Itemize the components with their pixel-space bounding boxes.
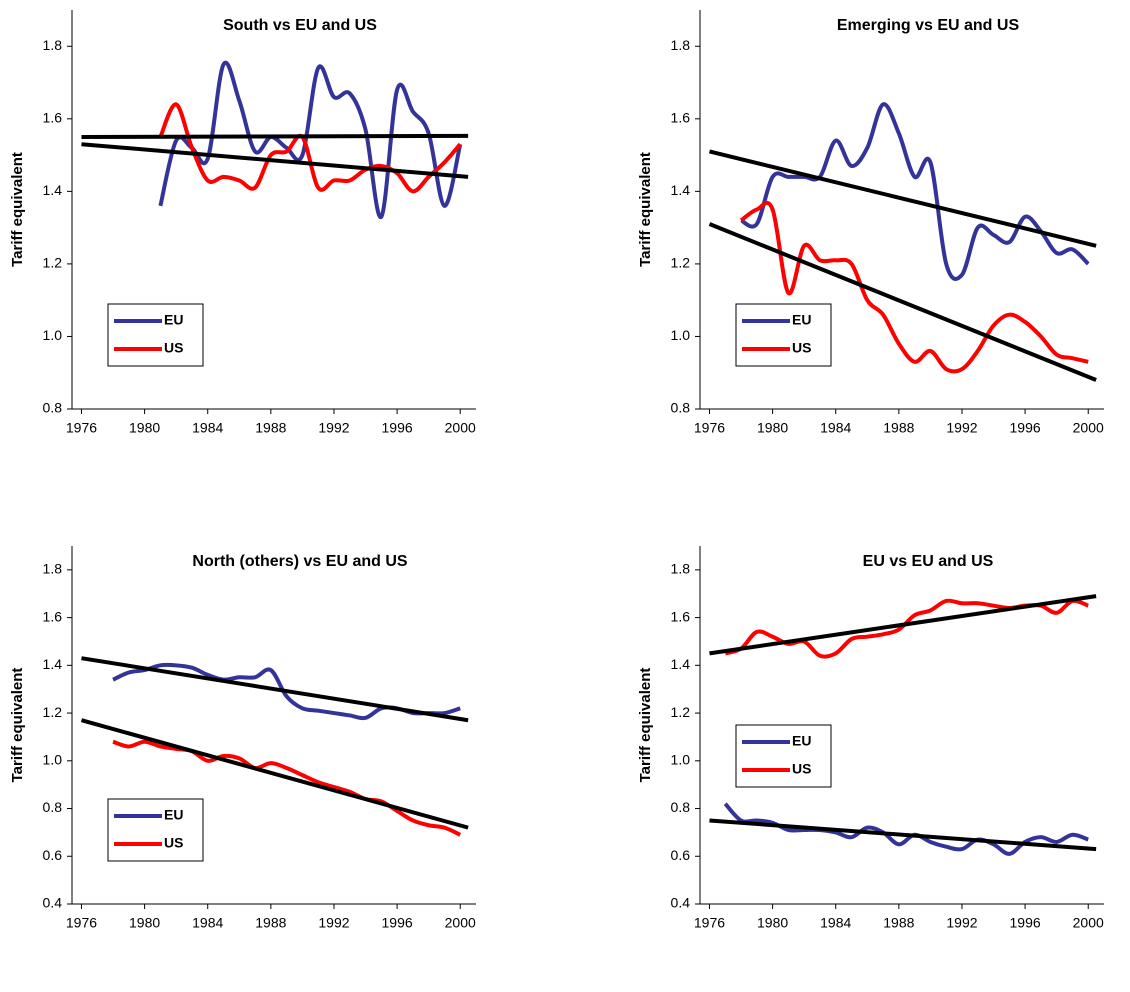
legend-box bbox=[735, 303, 832, 367]
y-tick-label: 1.0 bbox=[43, 752, 63, 768]
data-line bbox=[739, 200, 1089, 374]
y-tick-label: 1.0 bbox=[671, 327, 691, 343]
y-tick-label: 0.8 bbox=[671, 799, 691, 815]
chart-title: Emerging vs EU and US bbox=[837, 17, 1020, 34]
legend: EU US bbox=[107, 303, 204, 367]
x-tick-label: 1988 bbox=[255, 915, 286, 931]
legend-label: US bbox=[164, 340, 183, 356]
x-tick-label: 1976 bbox=[66, 915, 97, 931]
y-tick-label: 0.8 bbox=[43, 799, 63, 815]
y-tick-label: 1.0 bbox=[43, 327, 63, 343]
data-line bbox=[112, 739, 462, 837]
legend-label: US bbox=[164, 835, 183, 851]
y-tick-label: 1.4 bbox=[671, 656, 691, 672]
y-tick-label: 1.6 bbox=[43, 608, 63, 624]
x-tick-label: 1980 bbox=[129, 420, 160, 436]
x-tick-label: 1996 bbox=[1010, 420, 1041, 436]
trend-line bbox=[708, 149, 1097, 248]
y-axis-label: Tariff equivalent bbox=[9, 668, 26, 783]
y-tick-label: 0.6 bbox=[671, 847, 691, 863]
x-tick-label: 1992 bbox=[946, 420, 977, 436]
chart-panel: 0.4 0.6 0.8 1.0 1.2 1.4 1.6 1.8 1976 1980 1984 1988… bbox=[9, 546, 476, 931]
legend-label: US bbox=[792, 761, 811, 777]
chart-title: EU vs EU and US bbox=[863, 553, 994, 570]
chart-panel: 0.4 0.6 0.8 1.0 1.2 1.4 1.6 1.8 1976 1980 1984 1988… bbox=[637, 546, 1104, 931]
trend-line bbox=[80, 718, 469, 830]
y-axis-label: Tariff equivalent bbox=[637, 668, 654, 783]
x-tick-label: 2000 bbox=[1073, 915, 1104, 931]
y-tick-label: 0.8 bbox=[671, 400, 691, 416]
legend-box bbox=[107, 303, 204, 367]
y-tick-label: 1.2 bbox=[43, 255, 63, 271]
y-axis-label: Tariff equivalent bbox=[9, 152, 26, 267]
y-tick-label: 1.8 bbox=[671, 561, 691, 577]
x-tick-label: 1992 bbox=[946, 915, 977, 931]
y-axis-label: Tariff equivalent bbox=[637, 152, 654, 267]
data-line bbox=[158, 60, 463, 219]
x-tick-label: 1980 bbox=[757, 915, 788, 931]
y-tick-label: 0.4 bbox=[43, 895, 63, 911]
x-tick-label: 1980 bbox=[757, 420, 788, 436]
x-tick-label: 2000 bbox=[1073, 420, 1104, 436]
y-tick-label: 1.8 bbox=[671, 37, 691, 53]
trend-line bbox=[81, 656, 469, 723]
data-line bbox=[724, 598, 1089, 659]
chart-title: North (others) vs EU and US bbox=[192, 553, 407, 570]
trend-line bbox=[81, 133, 469, 139]
y-tick-label: 0.6 bbox=[43, 847, 63, 863]
y-tick-label: 1.8 bbox=[43, 37, 63, 53]
x-tick-label: 1984 bbox=[192, 420, 223, 436]
y-tick-label: 1.2 bbox=[43, 704, 63, 720]
x-tick-label: 1996 bbox=[382, 915, 413, 931]
chart-panel: 0.8 1.0 1.2 1.4 1.6 1.8 1976 1980 1984 1988 1992 19… bbox=[9, 10, 476, 436]
x-tick-label: 1976 bbox=[66, 420, 97, 436]
x-tick-label: 1984 bbox=[820, 915, 851, 931]
x-tick-label: 1984 bbox=[820, 420, 851, 436]
data-line bbox=[723, 802, 1089, 856]
legend-label: EU bbox=[164, 312, 183, 328]
y-tick-label: 1.6 bbox=[43, 110, 63, 126]
y-tick-label: 1.4 bbox=[43, 182, 63, 198]
x-tick-label: 1996 bbox=[1010, 915, 1041, 931]
y-tick-label: 0.4 bbox=[671, 895, 691, 911]
chart-panel: 0.8 1.0 1.2 1.4 1.6 1.8 1976 1980 1984 1988 1992 19… bbox=[637, 10, 1104, 436]
trend-line bbox=[708, 222, 1097, 382]
legend-box bbox=[735, 724, 832, 788]
trend-line bbox=[709, 818, 1097, 852]
x-tick-label: 2000 bbox=[445, 420, 476, 436]
legend-label: EU bbox=[792, 733, 811, 749]
y-tick-label: 1.4 bbox=[671, 182, 691, 198]
legend: EU US bbox=[735, 724, 832, 788]
x-tick-label: 1984 bbox=[192, 915, 223, 931]
x-tick-label: 1992 bbox=[318, 420, 349, 436]
y-tick-label: 1.4 bbox=[43, 656, 63, 672]
y-tick-label: 1.2 bbox=[671, 704, 691, 720]
trend-line bbox=[709, 594, 1097, 656]
trend-line bbox=[81, 142, 469, 179]
x-tick-label: 1980 bbox=[129, 915, 160, 931]
y-tick-label: 1.6 bbox=[671, 110, 691, 126]
x-tick-label: 1996 bbox=[382, 420, 413, 436]
x-tick-label: 1992 bbox=[318, 915, 349, 931]
x-tick-label: 1988 bbox=[883, 420, 914, 436]
chart-title: South vs EU and US bbox=[223, 17, 377, 34]
x-tick-label: 1976 bbox=[694, 420, 725, 436]
legend-label: EU bbox=[164, 807, 183, 823]
legend-label: EU bbox=[792, 312, 811, 328]
legend-box bbox=[107, 798, 204, 862]
x-tick-label: 1988 bbox=[255, 420, 286, 436]
x-tick-label: 2000 bbox=[445, 915, 476, 931]
data-line bbox=[740, 102, 1090, 281]
y-tick-label: 1.2 bbox=[671, 255, 691, 271]
legend: EU US bbox=[107, 798, 204, 862]
y-tick-label: 0.8 bbox=[43, 400, 63, 416]
y-tick-label: 1.0 bbox=[671, 752, 691, 768]
x-tick-label: 1976 bbox=[694, 915, 725, 931]
x-tick-label: 1988 bbox=[883, 915, 914, 931]
legend: EU US bbox=[735, 303, 832, 367]
y-tick-label: 1.8 bbox=[43, 561, 63, 577]
y-tick-label: 1.6 bbox=[671, 608, 691, 624]
legend-label: US bbox=[792, 340, 811, 356]
